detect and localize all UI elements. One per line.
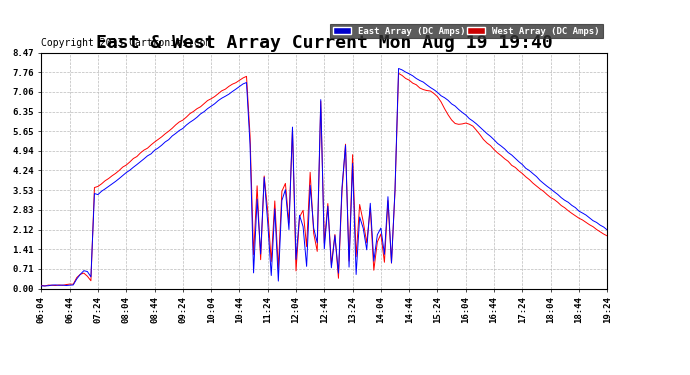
Text: Copyright 2013 Cartronics.com: Copyright 2013 Cartronics.com	[41, 38, 212, 48]
Title: East & West Array Current Mon Aug 19 19:40: East & West Array Current Mon Aug 19 19:…	[96, 34, 553, 53]
Legend: East Array (DC Amps), West Array (DC Amps): East Array (DC Amps), West Array (DC Amp…	[330, 24, 602, 38]
